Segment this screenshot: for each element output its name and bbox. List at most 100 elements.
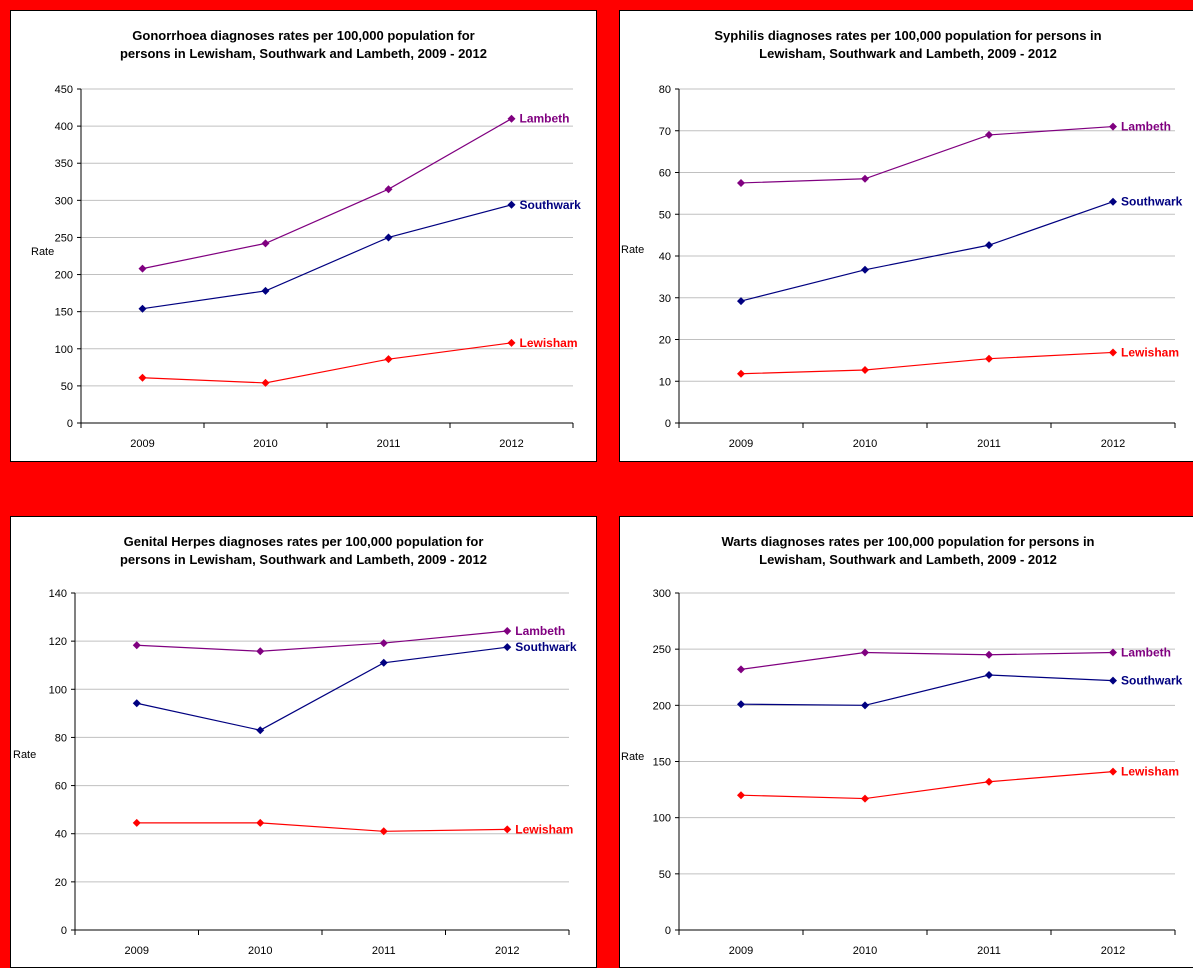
data-point-southwark — [985, 671, 993, 680]
data-point-lambeth — [503, 627, 512, 636]
y-tick-label: 150 — [55, 307, 73, 319]
series-line-southwark — [740, 674, 1114, 706]
chart-panel-warts: Warts diagnoses rates per 100,000 popula… — [619, 516, 1193, 968]
data-point-lewisham — [1109, 767, 1117, 776]
data-point-southwark — [256, 726, 265, 735]
y-tick-label: 300 — [55, 195, 73, 207]
data-point-southwark — [132, 699, 141, 708]
data-point-southwark — [138, 304, 147, 313]
data-point-lambeth — [737, 665, 745, 674]
data-point-lambeth — [379, 639, 388, 648]
x-tick-label: 2012 — [1101, 438, 1125, 450]
data-point-southwark — [985, 241, 993, 250]
series-label-southwark: Southwark — [1121, 195, 1183, 209]
series-label-lewisham: Lewisham — [520, 336, 578, 350]
y-tick-label: 70 — [659, 126, 671, 138]
y-tick-label: 0 — [67, 418, 73, 430]
y-tick-label: 50 — [61, 381, 73, 393]
data-point-lewisham — [256, 818, 265, 827]
data-point-lambeth — [138, 264, 147, 273]
data-point-lewisham — [507, 338, 516, 347]
y-tick-label: 60 — [55, 781, 67, 793]
y-tick-label: 150 — [653, 757, 671, 769]
y-axis-label: Rate — [13, 749, 37, 761]
data-point-southwark — [861, 265, 869, 274]
data-point-lewisham — [985, 777, 993, 786]
data-point-lambeth — [861, 648, 869, 657]
data-point-lambeth — [507, 114, 516, 123]
chart-title: Gonorrhoea diagnoses rates per 100,000 p… — [119, 28, 487, 61]
y-tick-label: 80 — [659, 84, 671, 96]
y-tick-label: 400 — [55, 121, 73, 133]
series-label-lewisham: Lewisham — [1121, 765, 1179, 779]
data-point-lambeth — [132, 641, 141, 650]
x-tick-label: 2009 — [125, 945, 149, 957]
x-tick-label: 2009 — [729, 438, 753, 450]
y-tick-label: 100 — [55, 344, 73, 356]
y-axis-label: Rate — [621, 244, 645, 256]
chart-plot: 0 50 100 150 200 250 300 2009 2010 2011 2012 Lambet… — [653, 588, 1183, 957]
series-label-lambeth: Lambeth — [1121, 120, 1171, 134]
y-tick-label: 10 — [659, 376, 671, 388]
x-tick-label: 2011 — [977, 945, 1001, 957]
series-label-lambeth: Lambeth — [1121, 646, 1171, 660]
y-tick-label: 120 — [49, 636, 67, 648]
chart-title: Genital Herpes diagnoses rates per 100,0… — [119, 534, 487, 567]
data-point-lewisham — [384, 355, 393, 364]
data-point-lewisham — [1109, 348, 1117, 357]
x-tick-label: 2011 — [372, 945, 396, 957]
y-tick-label: 50 — [659, 869, 671, 881]
series-label-lambeth: Lambeth — [515, 624, 565, 638]
data-point-lambeth — [985, 650, 993, 659]
y-tick-label: 250 — [55, 232, 73, 244]
data-point-lewisham — [138, 373, 147, 382]
data-point-lewisham — [737, 791, 745, 800]
series-label-southwark: Southwark — [1121, 674, 1183, 688]
data-point-lewisham — [861, 365, 869, 374]
chart-panel-syphilis: Syphilis diagnoses rates per 100,000 pop… — [619, 10, 1193, 462]
y-tick-label: 50 — [659, 209, 671, 221]
x-tick-label: 2010 — [853, 945, 877, 957]
data-point-lewisham — [737, 369, 745, 378]
y-tick-label: 40 — [659, 251, 671, 263]
x-tick-label: 2010 — [253, 438, 277, 450]
data-point-lambeth — [1109, 122, 1117, 131]
data-point-lambeth — [985, 130, 993, 139]
x-tick-label: 2010 — [853, 438, 877, 450]
chart-panel-genital-herpes: Genital Herpes diagnoses rates per 100,0… — [10, 516, 597, 968]
y-tick-label: 0 — [61, 925, 67, 937]
data-point-southwark — [737, 700, 745, 709]
chart-title: Warts diagnoses rates per 100,000 popula… — [721, 534, 1095, 567]
data-point-lewisham — [132, 818, 141, 827]
y-axis-label: Rate — [31, 246, 55, 258]
y-tick-label: 20 — [55, 877, 67, 889]
chart-title: Syphilis diagnoses rates per 100,000 pop… — [714, 28, 1102, 61]
series-label-lewisham: Lewisham — [1121, 345, 1179, 359]
data-point-southwark — [379, 658, 388, 667]
series-line-lewisham — [740, 351, 1114, 375]
x-tick-label: 2009 — [130, 438, 154, 450]
series-line-lewisham — [740, 771, 1114, 800]
data-point-lambeth — [256, 647, 265, 656]
data-point-southwark — [507, 200, 516, 209]
x-tick-label: 2011 — [977, 438, 1001, 450]
data-point-southwark — [503, 643, 512, 652]
data-point-lewisham — [261, 378, 270, 387]
y-tick-label: 100 — [49, 684, 67, 696]
x-tick-label: 2012 — [499, 438, 523, 450]
x-tick-label: 2010 — [248, 945, 272, 957]
data-point-southwark — [861, 701, 869, 710]
y-tick-label: 250 — [653, 644, 671, 656]
y-tick-label: 300 — [653, 588, 671, 600]
chart-plot: 0 20 40 60 80 100 120 140 2009 2010 2011 2012 Lambet… — [49, 588, 577, 957]
chart-plot: 0 50 100 150 200 250 300 350 400 450 2009 2010 2011 2… — [55, 84, 582, 450]
y-tick-label: 450 — [55, 84, 73, 96]
data-point-lambeth — [261, 239, 270, 248]
data-point-lambeth — [384, 185, 393, 194]
data-point-southwark — [737, 297, 745, 306]
x-tick-label: 2012 — [1101, 945, 1125, 957]
series-line-lambeth — [740, 651, 1114, 670]
y-tick-label: 80 — [55, 732, 67, 744]
y-tick-label: 0 — [665, 418, 671, 430]
y-tick-label: 140 — [49, 588, 67, 600]
